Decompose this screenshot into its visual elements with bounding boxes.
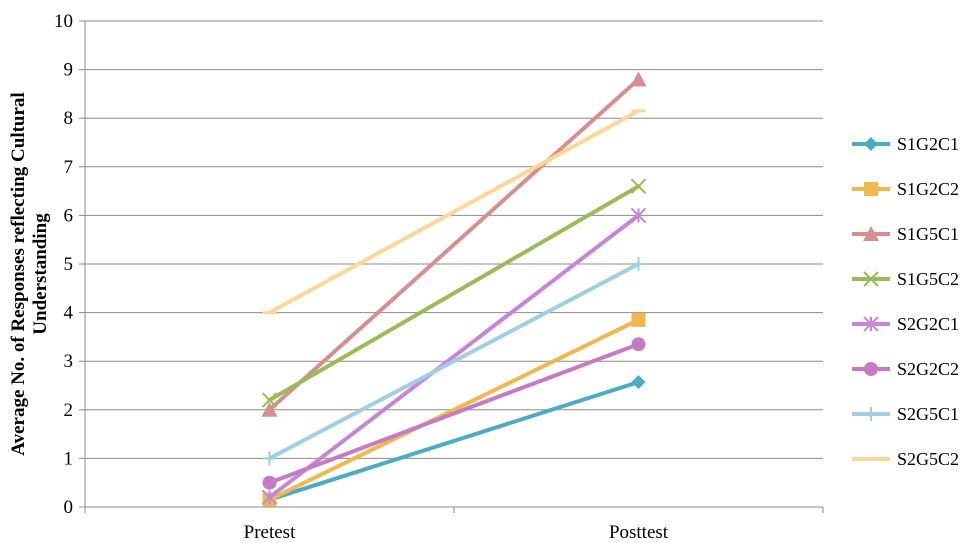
y-tick-label: 0 xyxy=(64,497,74,518)
y-axis-label: Average No. of Responses reflecting Cult… xyxy=(8,92,51,455)
data-point xyxy=(631,375,646,390)
series-s2g2c1 xyxy=(261,207,647,505)
series-line xyxy=(267,380,641,502)
data-point xyxy=(261,401,278,417)
legend: S1G2C1 S1G2C2 S1G5C1 S1G5C2 S2G2C1 S2G2C2 S2G5… xyxy=(852,134,959,469)
legend-label: S2G5C2 xyxy=(897,449,959,469)
series-lines xyxy=(261,71,647,507)
y-tick-labels: 0 1 2 3 4 5 6 7 8 9 10 xyxy=(54,11,74,518)
y-tick-label: 7 xyxy=(64,157,74,178)
data-point xyxy=(630,178,647,194)
legend-entry: S2G5C1 xyxy=(852,404,959,424)
legend-marker xyxy=(864,407,878,421)
legend-label: S2G2C2 xyxy=(897,359,959,379)
y-tick-label: 10 xyxy=(54,11,73,32)
x-tick-label: Posttest xyxy=(609,522,669,543)
series-line xyxy=(267,184,641,403)
legend-entry: S1G5C1 xyxy=(852,224,959,244)
gridlines xyxy=(85,20,823,459)
y-tick-label: 6 xyxy=(64,205,74,226)
series-s2g2c2 xyxy=(262,337,646,490)
y-axis-label-line-1: Average No. of Responses reflecting Cult… xyxy=(8,92,29,455)
series-line xyxy=(267,317,641,502)
data-point xyxy=(630,71,647,87)
legend-label: S1G2C2 xyxy=(897,179,959,199)
series-line xyxy=(267,342,641,485)
legend-marker xyxy=(863,226,879,241)
legend-marker xyxy=(863,316,879,332)
y-tick-label: 2 xyxy=(64,400,74,421)
y-tick-label: 4 xyxy=(64,303,74,324)
legend-entry: S2G2C2 xyxy=(852,359,959,379)
series-line xyxy=(267,262,641,461)
legend-label: S2G2C1 xyxy=(897,314,959,334)
series-s1g5c1 xyxy=(261,71,647,417)
data-point xyxy=(261,489,278,505)
axes xyxy=(79,20,824,513)
data-point xyxy=(262,451,277,466)
legend-entry: S1G2C2 xyxy=(852,179,959,199)
legend-entry: S2G5C2 xyxy=(852,449,959,469)
data-point xyxy=(631,337,646,352)
y-tick-label: 8 xyxy=(64,108,74,129)
legend-entry: S1G5C2 xyxy=(852,269,959,289)
legend-label: S1G5C1 xyxy=(897,224,959,244)
y-tick-label: 1 xyxy=(64,448,74,469)
series-s1g5c2 xyxy=(261,178,647,408)
data-point xyxy=(630,207,647,224)
legend-label: S1G5C2 xyxy=(897,269,959,289)
legend-label: S2G5C1 xyxy=(897,404,959,424)
series-line xyxy=(267,108,641,315)
legend-marker xyxy=(864,182,878,196)
legend-marker xyxy=(863,271,879,287)
legend-entry: S1G2C1 xyxy=(852,134,959,154)
legend-entry: S2G2C1 xyxy=(852,314,959,334)
data-point xyxy=(261,392,278,408)
series-line xyxy=(267,213,641,500)
data-point xyxy=(631,312,646,327)
y-tick-label: 3 xyxy=(64,351,74,372)
y-tick-label: 9 xyxy=(64,60,74,81)
x-tick-labels: Pretest Posttest xyxy=(244,522,669,543)
series-s2g5c2 xyxy=(262,108,646,315)
y-tick-label: 5 xyxy=(64,254,74,275)
legend-marker xyxy=(864,362,878,376)
x-tick-label: Pretest xyxy=(244,522,296,543)
series-s2g5c1 xyxy=(262,257,646,466)
legend-label: S1G2C1 xyxy=(897,134,959,154)
series-line xyxy=(267,77,641,412)
legend-marker xyxy=(864,137,878,151)
y-axis-label-line-2: Understanding xyxy=(30,213,51,335)
series-s1g2c1 xyxy=(262,375,646,507)
data-point xyxy=(262,475,277,490)
data-point xyxy=(631,257,646,271)
